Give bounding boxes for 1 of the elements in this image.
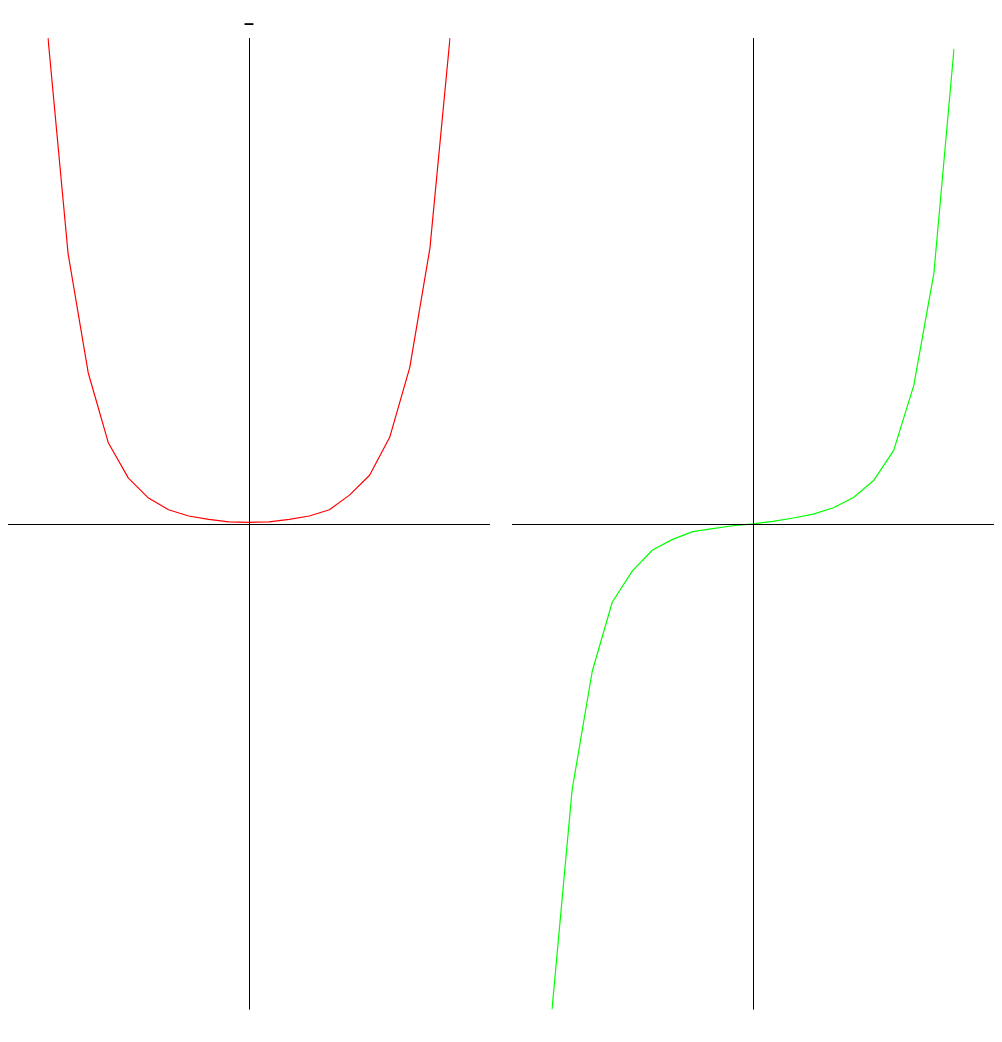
chart-title: – bbox=[243, 13, 254, 33]
